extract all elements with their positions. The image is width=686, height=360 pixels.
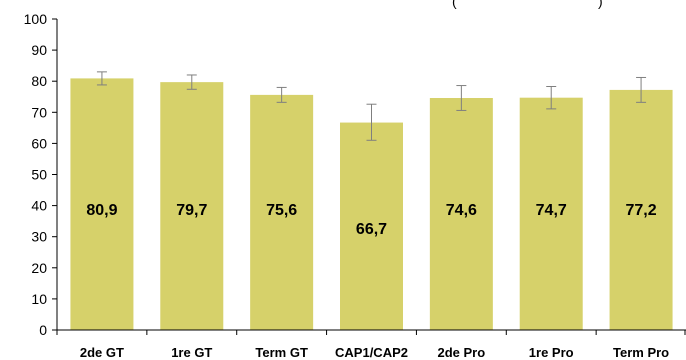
bar [340,122,403,330]
bar [160,82,224,331]
top-note-close: ) [598,0,603,9]
y-tick-label: 10 [31,291,47,307]
y-tick-label: 0 [39,322,47,338]
x-tick-label: 2de Pro [438,345,486,360]
y-tick-label: 90 [31,42,47,58]
bar [429,97,493,330]
bars [70,78,673,331]
x-tick-label: Term GT [255,345,308,360]
bar [519,97,583,330]
data-label: 74,6 [446,202,477,219]
x-tick-label: CAP1/CAP2 [335,345,408,360]
y-tick-label: 50 [31,167,47,183]
data-labels: 80,9 79,7 75,6 66,7 74,6 74,7 77,2 [86,202,656,238]
x-tick-label: 2de GT [80,345,124,360]
data-label: 75,6 [266,202,297,219]
bar [70,78,134,330]
top-note-open: ( [452,0,457,9]
data-label: 79,7 [176,202,207,219]
y-tick-label: 40 [31,198,47,214]
data-label: 77,2 [626,202,657,219]
x-tick-label: 1re Pro [529,345,574,360]
x-tick-label: 1re GT [171,345,212,360]
y-tick-label: 70 [31,104,47,120]
y-tick-label: 30 [31,229,47,245]
bar [250,94,314,330]
data-label: 80,9 [86,202,117,219]
y-axis: 0 10 20 30 40 50 60 70 80 90 100 [24,11,58,338]
bar [609,89,673,331]
y-tick-label: 100 [24,11,48,27]
data-label: 74,7 [536,202,567,219]
y-tick-label: 60 [31,135,47,151]
y-tick-label: 20 [31,260,47,276]
data-label: 66,7 [356,221,387,238]
x-tick-label: Term Pro [613,345,669,360]
y-tick-label: 80 [31,73,47,89]
error-bars [96,71,647,141]
x-axis: 2de GT 1re GT Term GT CAP1/CAP2 2de Pro 1re P… [56,329,686,360]
